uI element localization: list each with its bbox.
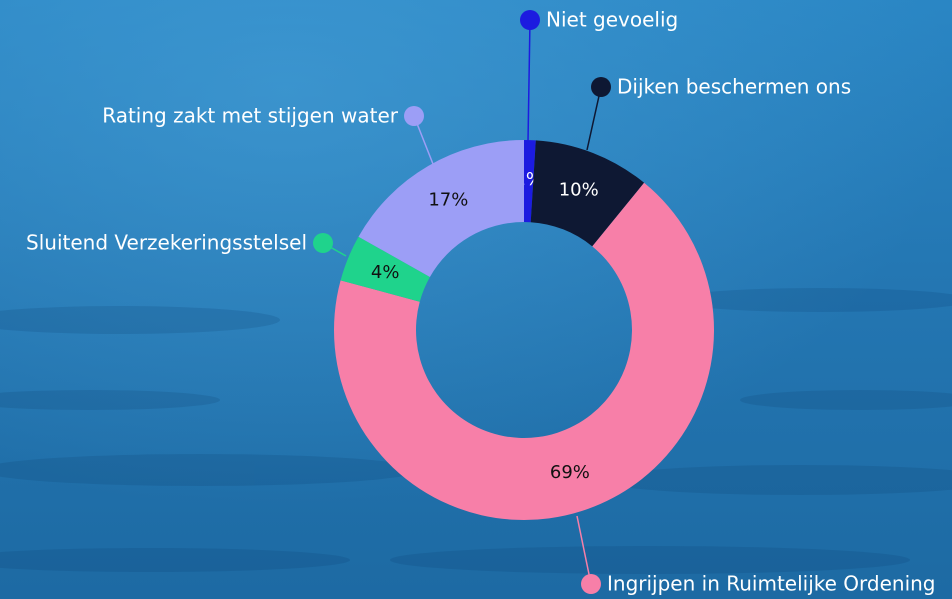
- legend-dot: [591, 77, 611, 97]
- legend-dot: [404, 106, 424, 126]
- legend-label: Niet gevoelig: [546, 8, 678, 32]
- legend-dot: [313, 233, 333, 253]
- value-label: 10%: [559, 179, 599, 200]
- value-label: 4%: [371, 262, 400, 283]
- legend-dot: [520, 10, 540, 30]
- value-label: 17%: [428, 189, 468, 210]
- legend-label: Dijken beschermen ons: [617, 75, 851, 99]
- legend-dot: [581, 574, 601, 594]
- legend-label: Sluitend Verzekeringsstelsel: [26, 231, 307, 255]
- legend-label: Rating zakt met stijgen water: [102, 104, 399, 128]
- value-label: 69%: [550, 462, 590, 483]
- chart: 1%10%69%4%17%Niet gevoeligDijken bescher…: [0, 0, 952, 599]
- legend-label: Ingrijpen in Ruimtelijke Ordening: [607, 572, 936, 596]
